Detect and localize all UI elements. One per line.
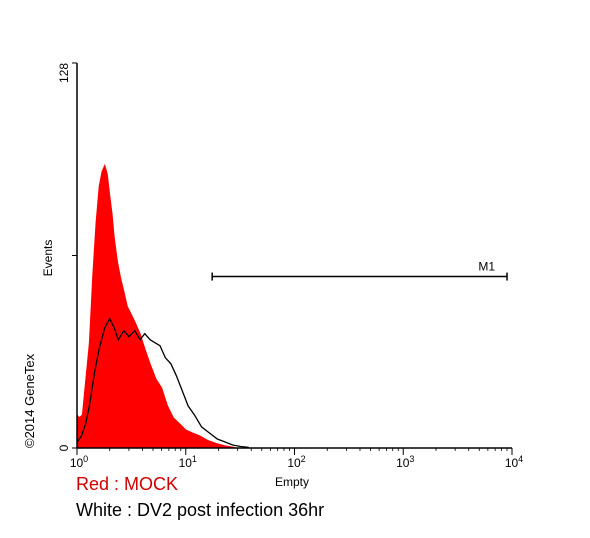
x-tick-label: 103 [396,454,414,470]
y-axis-label: Events [41,240,55,277]
x-tick-label: 104 [505,454,523,470]
series-mock-area [76,163,235,449]
x-tick-label: 102 [287,454,305,470]
plot-layer [76,163,249,449]
y-tick-label: 0 [57,444,71,451]
x-axis-label: Empty [275,475,309,489]
gate-m1-label: M1 [478,260,495,274]
axes-layer: 0 128 100 101 102 103 104 M1 [57,62,523,470]
y-tick-label: 128 [57,63,71,83]
x-tick-label: 101 [179,454,197,470]
series-dv2-outline [76,317,249,449]
legend-mock: Red : MOCK [76,474,179,494]
copyright-watermark: ©2014 GeneTex [22,353,37,448]
legend-dv2: White : DV2 post infection 36hr [76,500,325,520]
x-tick-label: 100 [70,454,88,470]
